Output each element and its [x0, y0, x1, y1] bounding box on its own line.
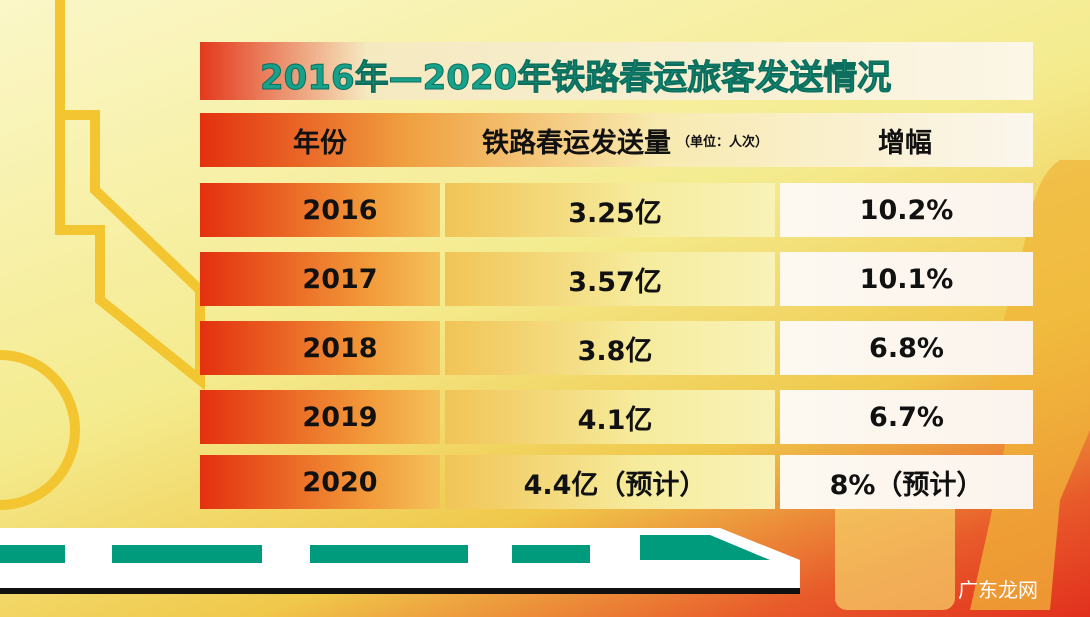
cell: 2017 — [302, 263, 378, 295]
table-row: 2019 4.1亿 6.7% — [200, 390, 1033, 444]
cell: 4.1亿 — [577, 404, 653, 436]
col-header: 铁路春运发送量 — [481, 127, 671, 159]
col-header: 年份 — [293, 127, 347, 159]
unit-note: （单位：人次） — [676, 134, 768, 150]
table-row: 2018 3.8亿 6.8% — [200, 321, 1033, 375]
cell: 6.8% — [869, 332, 944, 364]
table-row: 2017 3.57亿 10.1% — [200, 252, 1033, 306]
cell: 10.1% — [859, 263, 954, 295]
cell: 3.8亿 — [577, 335, 653, 367]
col-header: 铁路春运发送量 （单位：人次） — [435, 113, 815, 167]
cell: 10.2% — [859, 194, 954, 226]
rail — [0, 588, 800, 594]
ring — [0, 350, 80, 510]
col-header: 增幅 — [878, 127, 932, 159]
cell: 3.57亿 — [568, 266, 662, 298]
header-row: 年份 铁路春运发送量 （单位：人次） 增幅 — [200, 113, 1033, 167]
stripe — [512, 545, 590, 563]
title: 2016年—2020年铁路春运旅客发送情况 — [259, 58, 892, 99]
title-banner: 2016年—2020年铁路春运旅客发送情况 — [200, 42, 1033, 100]
watermark: 广东龙网 — [958, 578, 1038, 602]
cell: 2018 — [302, 332, 378, 364]
cell: 4.4亿（预计） — [523, 469, 707, 501]
cell: 8%（预计） — [829, 469, 984, 501]
stripe — [0, 545, 65, 563]
cell: 2019 — [302, 401, 378, 433]
cell: 3.25亿 — [568, 197, 662, 229]
stripe — [640, 535, 770, 560]
cell: 2016 — [302, 194, 378, 226]
cell: 6.7% — [869, 401, 944, 433]
cell: 2020 — [302, 466, 378, 498]
table-row: 2020 4.4亿（预计） 8%（预计） — [200, 455, 1033, 509]
frame — [55, 0, 205, 391]
table-row: 2016 3.25亿 10.2% — [200, 183, 1033, 237]
stripe — [112, 545, 262, 563]
stripe — [310, 545, 468, 563]
